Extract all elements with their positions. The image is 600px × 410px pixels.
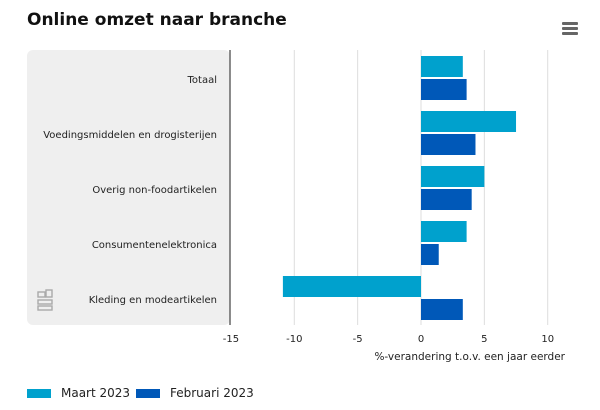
x-tick-label: -10 [286,334,302,345]
legend-swatch-maart [27,388,51,398]
category-label: Overig non-foodartikelen [92,185,217,196]
legend-item-februari[interactable]: Februari 2023 [136,386,254,400]
category-panel [27,50,230,325]
bar-februari [421,79,467,100]
bar-maart [421,221,467,242]
bar-februari [421,244,439,265]
x-tick-label: 5 [481,334,487,345]
x-tick-label: 0 [418,334,424,345]
bar-februari [421,134,476,155]
x-axis-title: %-verandering t.o.v. een jaar eerder [374,351,565,363]
bar-maart [282,276,421,297]
bar-maart [421,56,463,77]
x-tick-label: -15 [223,334,239,345]
legend-swatch-februari [136,388,160,398]
legend-item-maart[interactable]: Maart 2023 [27,386,130,400]
category-label: Voedingsmiddelen en drogisterijen [43,130,217,141]
category-label: Totaal [187,75,217,86]
bar-februari [421,299,463,320]
legend-label: Februari 2023 [170,386,254,400]
x-tick-label: -5 [353,334,363,345]
hamburger-menu-icon[interactable] [562,22,578,35]
x-tick-label: 10 [541,334,554,345]
category-label: Kleding en modeartikelen [89,295,217,306]
category-label: Consumentenelektronica [92,240,217,251]
bar-maart [421,166,485,187]
cbs-logo [37,289,53,311]
chart: -15 -10 -5 0 5 10 %-verandering t.o.v. een jaa… [27,50,566,363]
legend-label: Maart 2023 [61,386,131,400]
bar-maart [421,111,517,132]
chart-title: Online omzet naar branche [27,10,287,30]
bar-februari [421,189,472,210]
